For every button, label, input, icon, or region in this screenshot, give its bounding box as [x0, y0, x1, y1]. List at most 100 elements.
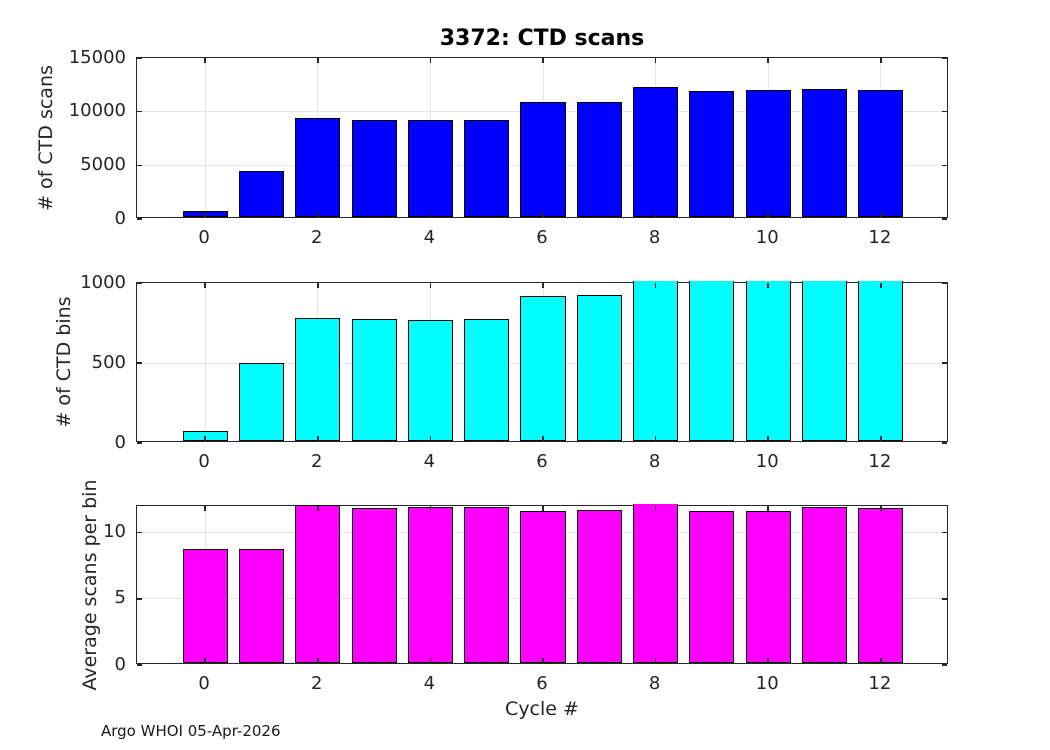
x-tick-label: 8	[648, 673, 661, 694]
tick-mark	[204, 58, 206, 63]
y-tick-label: 5000	[80, 153, 126, 175]
tick-mark	[880, 506, 882, 511]
tick-mark	[429, 58, 432, 63]
bar-x4	[407, 507, 453, 663]
bar-x11	[802, 88, 848, 217]
tick-mark	[542, 658, 544, 663]
bar-x2	[295, 317, 341, 441]
x-tick-label: 2	[311, 451, 323, 472]
x-tick-label: 0	[198, 673, 210, 694]
bar-x9	[689, 510, 735, 663]
tick-mark	[942, 664, 947, 666]
tick-mark	[137, 57, 142, 59]
bar-x5	[464, 319, 510, 441]
y-tick-label: 0	[114, 431, 126, 453]
chart-title: 3372: CTD scans	[439, 26, 645, 51]
bar-x10	[745, 90, 791, 217]
tick-mark	[942, 442, 947, 444]
tick-mark	[767, 506, 769, 511]
tick-mark	[429, 436, 432, 441]
tick-mark	[137, 598, 142, 600]
tick-mark	[654, 506, 657, 511]
tick-mark	[654, 658, 657, 663]
bar-x2	[295, 505, 341, 663]
bar-x3	[351, 120, 397, 217]
y-axis-label: Average scans per bin	[79, 478, 101, 691]
tick-mark	[542, 436, 544, 441]
tick-mark	[429, 212, 432, 217]
bar-x6	[520, 511, 566, 663]
bar-x9	[689, 91, 735, 217]
tick-mark	[429, 283, 432, 288]
tick-mark	[942, 598, 947, 600]
bar-x5	[464, 507, 510, 663]
y-tick-label: 10	[103, 521, 126, 542]
bar-x9	[689, 281, 735, 441]
y-tick-label: 1000	[80, 271, 126, 293]
bar-x11	[802, 281, 848, 441]
tick-mark	[542, 212, 544, 217]
y-tick-label: 500	[91, 351, 126, 373]
tick-mark	[317, 436, 319, 441]
tick-mark	[137, 442, 142, 444]
tick-mark	[767, 58, 769, 63]
tick-mark	[137, 362, 142, 364]
y-tick-label: 5	[114, 587, 126, 609]
bar-x8	[633, 281, 679, 441]
y-tick-label: 15000	[68, 46, 126, 68]
x-tick-label: 0	[198, 227, 210, 248]
tick-mark	[880, 436, 882, 441]
bar-x5	[464, 119, 510, 217]
tick-mark	[942, 362, 947, 364]
tick-mark	[429, 506, 432, 511]
tick-mark	[317, 212, 319, 217]
bar-x4	[407, 119, 453, 217]
x-tick-label: 4	[423, 227, 436, 248]
y-axis-label: # of CTD scans	[35, 64, 57, 211]
tick-mark	[137, 110, 142, 113]
bar-x3	[351, 319, 397, 441]
tick-mark	[880, 658, 882, 663]
tick-mark	[767, 658, 769, 663]
x-tick-label: 12	[868, 451, 892, 472]
tick-mark	[317, 506, 319, 511]
bar-x1	[238, 170, 284, 217]
x-tick-label: 2	[311, 673, 323, 694]
bar-x11	[802, 507, 848, 663]
tick-mark	[542, 506, 544, 511]
bar-x2	[295, 118, 341, 217]
y-tick-label: 0	[114, 207, 126, 229]
bar-x1	[238, 362, 284, 441]
subplot-ctd-scans	[136, 57, 948, 220]
tick-mark	[317, 283, 319, 288]
bar-x7	[576, 509, 622, 663]
tick-mark	[767, 436, 769, 441]
x-axis-label: Cycle #	[505, 698, 579, 720]
y-axis-label: # of CTD bins	[53, 296, 75, 428]
tick-mark	[942, 282, 947, 284]
tick-mark	[317, 58, 319, 63]
tick-mark	[204, 436, 206, 441]
tick-mark	[137, 218, 142, 220]
bar-x7	[576, 101, 622, 217]
bar-x8	[633, 87, 679, 217]
tick-mark	[137, 531, 142, 534]
tick-mark	[204, 658, 206, 663]
bar-x7	[576, 294, 622, 441]
bar-x4	[407, 320, 453, 441]
bar-x6	[520, 102, 566, 217]
bar-x6	[520, 296, 566, 441]
x-tick-label: 12	[868, 673, 892, 694]
tick-mark	[942, 164, 947, 167]
tick-mark	[137, 164, 142, 167]
x-tick-label: 2	[311, 227, 323, 248]
gridline-vertical	[204, 283, 206, 441]
x-tick-label: 12	[868, 227, 892, 248]
tick-mark	[542, 283, 544, 288]
tick-mark	[942, 531, 947, 534]
tick-mark	[654, 58, 657, 63]
x-tick-label: 8	[648, 451, 661, 472]
x-tick-label: 4	[423, 673, 436, 694]
tick-mark	[654, 436, 657, 441]
tick-mark	[767, 283, 769, 288]
